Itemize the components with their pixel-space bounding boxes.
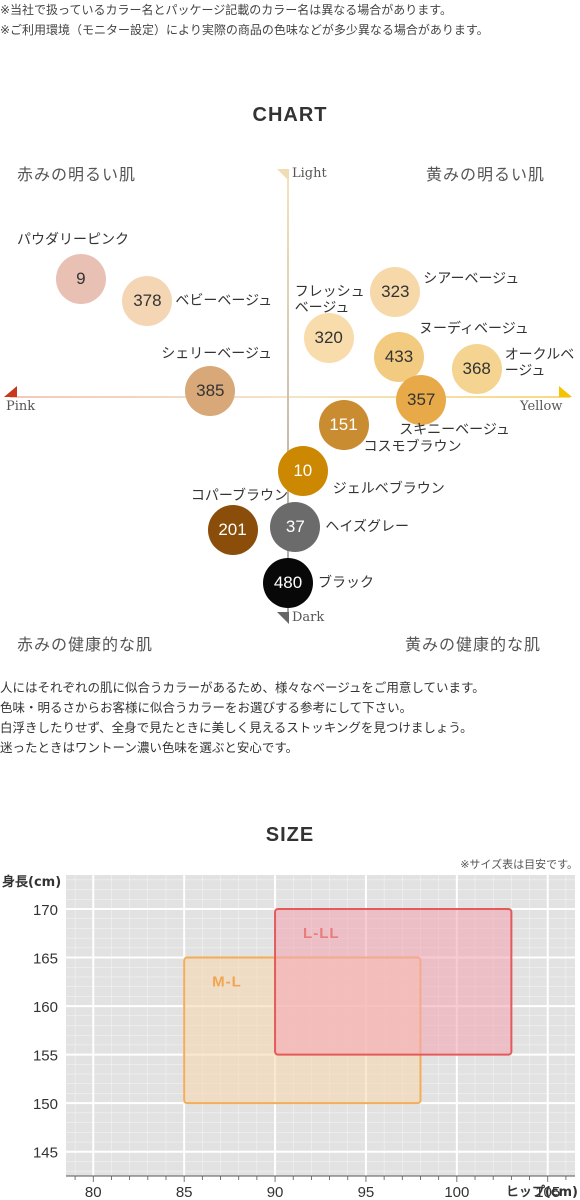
horizontal-axis [10, 396, 570, 398]
color-name-label: コスモブラウン [363, 438, 462, 455]
dark-arrow-icon [277, 612, 289, 624]
color-name-label: コパーブラウン [190, 488, 288, 505]
yellow-arrow-icon [559, 386, 572, 397]
x-tick-label: 95 [358, 1184, 375, 1200]
description-line: 人にはそれぞれの肌に似合うカラーがあるため、様々なベージュをご用意しています。 [0, 680, 485, 695]
axis-label-dark: Dark [292, 610, 325, 625]
color-name-label: ベビーベージュ [175, 292, 273, 309]
note-line: ※ご利用環境（モニター設定）により実際の商品の色味などが多少異なる場合があります… [0, 23, 489, 37]
pink-arrow-icon [4, 386, 17, 397]
vertical-axis [287, 170, 289, 618]
x-tick-label: 80 [85, 1184, 102, 1200]
color-name-label: ヘイズグレー [325, 519, 409, 536]
color-name-label: ブラック [318, 575, 374, 591]
notes: ※当社で扱っているカラー名とパッケージ記載のカラー名は異なる場合があります。 ※… [0, 0, 489, 40]
size-title: SIZE [265, 824, 315, 846]
y-tick-label: 150 [33, 1096, 58, 1113]
quadrant-label-top-left: 赤みの明るい肌 [17, 165, 137, 184]
axis-label-yellow: Yellow [520, 399, 563, 414]
color-bubble-480: 480 [263, 558, 313, 608]
chart-description: 人にはそれぞれの肌に似合うカラーがあるため、様々なベージュをご用意しています。 … [0, 678, 485, 758]
note-line: ※当社で扱っているカラー名とパッケージ記載のカラー名は異なる場合があります。 [0, 3, 453, 17]
y-tick-label: 145 [33, 1145, 58, 1162]
size-range-label: L-LL [303, 925, 339, 942]
description-line: 白浮きしたりせず、全身で見たときに美しく見えるストッキングを見つけましょう。 [0, 720, 473, 735]
color-bubble-9: 9 [55, 254, 106, 305]
size-chart: M-L L-LL 145 150 155 160 165 170 80 85 90 95 100 105 身… [2, 874, 578, 1200]
x-tick-label: 85 [176, 1184, 193, 1200]
color-bubble-433: 433 [374, 331, 424, 382]
color-bubble-323: 323 [370, 266, 421, 317]
color-name-label: フレッシュベージュ [294, 284, 365, 317]
color-name-label: ジェルベブラウン [332, 481, 445, 498]
color-bubble-385: 385 [185, 365, 236, 416]
chart-title: CHART [252, 104, 328, 126]
quadrant-label-top-right: 黄みの明るい肌 [426, 165, 546, 184]
color-name-label: シェリーベージュ [161, 345, 272, 362]
y-tick-label: 155 [33, 1048, 58, 1065]
y-tick-label: 170 [33, 902, 58, 919]
quadrant-label-bottom-left: 赤みの健康的な肌 [17, 635, 154, 654]
color-bubble-37: 37 [270, 502, 321, 553]
description-line: 迷ったときはワントーン濃い色味を選ぶと安心です。 [0, 740, 299, 755]
color-name-label: ヌーディベージュ [419, 320, 529, 337]
y-axis-label: 身長(cm) [2, 874, 61, 890]
x-tick-label: 105 [535, 1184, 560, 1200]
color-bubble-151: 151 [318, 399, 369, 450]
size-range-label: M-L [212, 974, 242, 991]
color-bubble-368: 368 [451, 344, 502, 395]
quadrant-label-bottom-right: 黄みの健康的な肌 [405, 635, 542, 654]
size-range-L-LL [274, 907, 513, 1056]
color-bubble-10: 10 [277, 446, 328, 497]
axis-label-pink: Pink [6, 399, 36, 414]
color-name-label: パウダリーピンク [17, 232, 129, 249]
color-bubble-320: 320 [303, 313, 354, 364]
y-tick-label: 165 [33, 951, 58, 968]
color-bubble-201: 201 [207, 505, 258, 556]
color-name-label: シアーベージュ [423, 270, 520, 287]
chart-axes [4, 169, 572, 624]
x-tick-label: 100 [444, 1184, 469, 1200]
x-tick-label: 90 [267, 1184, 284, 1200]
description-line: 色味・明るさからお客様に似合うカラーをお選びする参考にして下さい。 [0, 700, 413, 715]
y-tick-label: 160 [33, 999, 58, 1016]
color-name-label: オークルベージュ [504, 347, 575, 380]
axis-label-light: Light [292, 166, 327, 181]
color-bubble-357: 357 [396, 375, 447, 426]
color-name-label: スキニーベージュ [399, 422, 510, 439]
light-arrow-icon [277, 169, 289, 181]
x-axis-label: ヒップ(cm) [506, 1185, 578, 1200]
color-bubble-378: 378 [122, 275, 173, 326]
size-note: ※サイズ表は目安です。 [460, 858, 578, 871]
